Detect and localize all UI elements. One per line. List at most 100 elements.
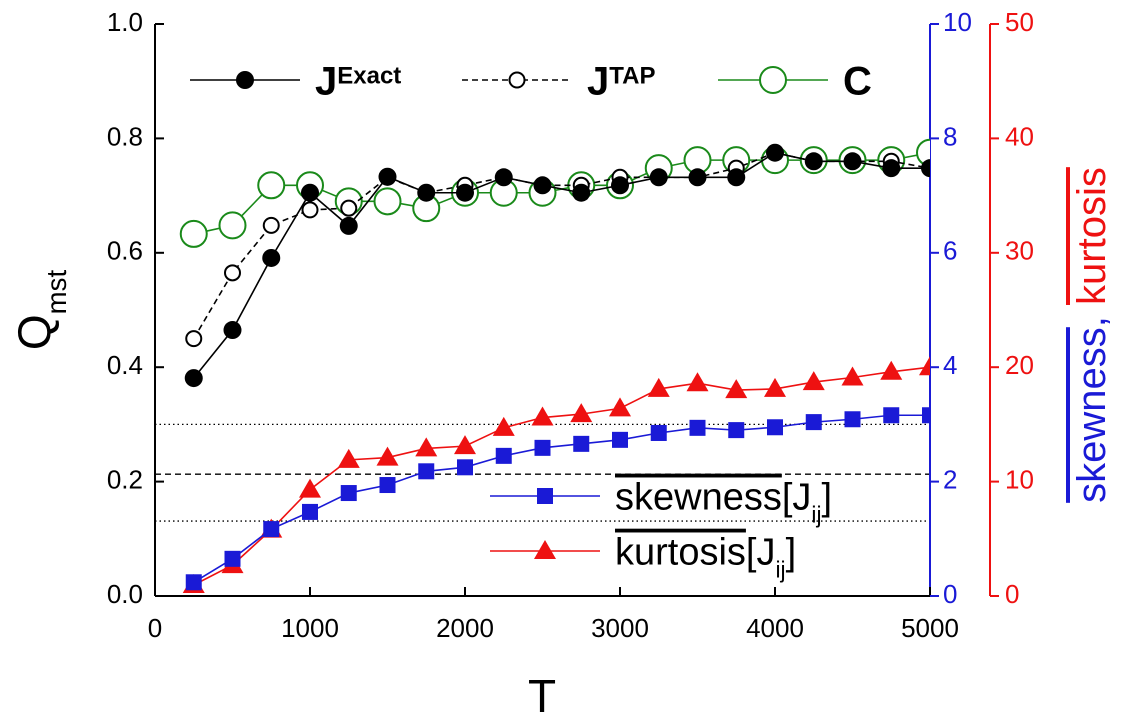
legend-marker: [508, 71, 526, 89]
marker: [376, 446, 399, 466]
marker: [767, 419, 783, 436]
x-tick-label: 1000: [281, 613, 339, 643]
y-tick-label: 0.2: [107, 464, 143, 494]
marker: [880, 360, 903, 380]
marker: [843, 152, 862, 171]
marker: [379, 477, 396, 494]
y3-tick-label: 40: [1005, 121, 1034, 151]
legend-marker: [759, 66, 787, 94]
y-tick-label: 0.0: [107, 579, 143, 609]
marker: [378, 167, 397, 186]
marker: [572, 183, 591, 202]
label-part: skewness: [615, 477, 782, 519]
marker: [650, 424, 667, 441]
marker: [922, 407, 930, 424]
marker: [804, 152, 823, 171]
marker: [805, 414, 822, 431]
legend-marker: [537, 488, 553, 504]
y3-tick-label: 50: [1005, 7, 1034, 37]
marker: [415, 437, 438, 457]
marker: [916, 138, 930, 167]
label-part: skewness: [1070, 327, 1114, 503]
y2-tick-label: 8: [943, 121, 957, 151]
marker: [185, 574, 202, 591]
marker: [531, 406, 554, 426]
x-tick-label: 2000: [436, 613, 494, 643]
marker: [301, 201, 319, 219]
legend-label: JTAP: [587, 59, 655, 103]
marker: [882, 159, 901, 178]
y-tick-label: 0.6: [107, 236, 143, 266]
y-tick-label: 1.0: [107, 7, 143, 37]
marker: [688, 168, 707, 187]
y3-tick-label: 10: [1005, 464, 1034, 494]
label-part: Exact: [337, 63, 401, 90]
x-axis-label: T: [528, 670, 556, 722]
marker: [492, 416, 515, 436]
label-part: mst: [41, 270, 72, 315]
y2-tick-label: 2: [943, 464, 957, 494]
marker: [224, 264, 241, 282]
y2-tick-label: 10: [943, 7, 972, 37]
marker: [573, 435, 590, 452]
marker: [340, 199, 358, 217]
label-part: Q: [8, 314, 60, 350]
legend-label: JExact: [315, 59, 401, 103]
label-part: TAP: [609, 63, 655, 90]
marker: [373, 187, 402, 216]
marker: [262, 216, 280, 234]
label-part: ,: [1070, 305, 1114, 327]
y2-tick-label: 4: [943, 350, 957, 380]
x-tick-label: 3000: [591, 613, 649, 643]
marker: [456, 183, 474, 202]
legend-label: skewness[Jij]: [615, 477, 832, 528]
plot-area: [179, 138, 930, 594]
marker: [340, 485, 357, 502]
marker: [883, 407, 900, 424]
y3-tick-label: 0: [1005, 579, 1019, 609]
marker: [224, 550, 241, 567]
label-part: J: [587, 59, 609, 103]
marker: [647, 377, 670, 397]
y-tick-label: 0.4: [107, 350, 143, 380]
y-tick-label: 0.8: [107, 121, 143, 151]
legend-label: C: [843, 59, 872, 103]
marker: [841, 366, 864, 386]
marker: [262, 248, 281, 267]
marker: [457, 459, 473, 476]
series-line: [193, 414, 930, 583]
marker: [649, 168, 668, 187]
marker: [727, 168, 746, 187]
y2-tick-label: 6: [943, 236, 957, 266]
marker: [454, 435, 476, 455]
marker: [612, 431, 628, 448]
y-axis-label: Qmst: [8, 270, 72, 351]
marker: [766, 143, 784, 162]
marker: [728, 422, 745, 439]
legend-marker: [534, 540, 556, 559]
marker: [570, 403, 593, 423]
marker: [725, 379, 748, 399]
label-part: kurtosis: [1070, 167, 1114, 305]
marker: [689, 419, 706, 436]
marker: [184, 369, 203, 388]
x-tick-label: 5000: [901, 613, 959, 643]
label-part: [J: [782, 477, 812, 519]
label-part: C: [843, 59, 872, 103]
marker: [185, 330, 203, 348]
marker: [301, 183, 319, 202]
label-part: kurtosis: [615, 532, 746, 574]
marker: [302, 503, 318, 520]
label-part: J: [315, 59, 337, 103]
marker: [299, 478, 321, 498]
marker: [417, 183, 436, 202]
y2-axis-label: skewness, kurtosis: [1070, 167, 1114, 503]
marker: [764, 377, 786, 397]
marker: [609, 397, 631, 417]
marker: [534, 439, 551, 456]
series-line: [193, 366, 930, 586]
y2-tick-label: 0: [943, 579, 957, 609]
y3-tick-label: 20: [1005, 350, 1034, 380]
marker: [339, 216, 358, 235]
